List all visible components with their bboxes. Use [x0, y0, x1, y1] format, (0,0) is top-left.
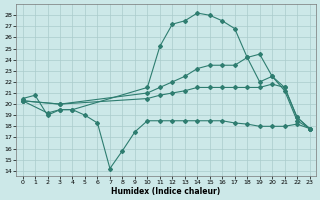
X-axis label: Humidex (Indice chaleur): Humidex (Indice chaleur) — [111, 187, 221, 196]
